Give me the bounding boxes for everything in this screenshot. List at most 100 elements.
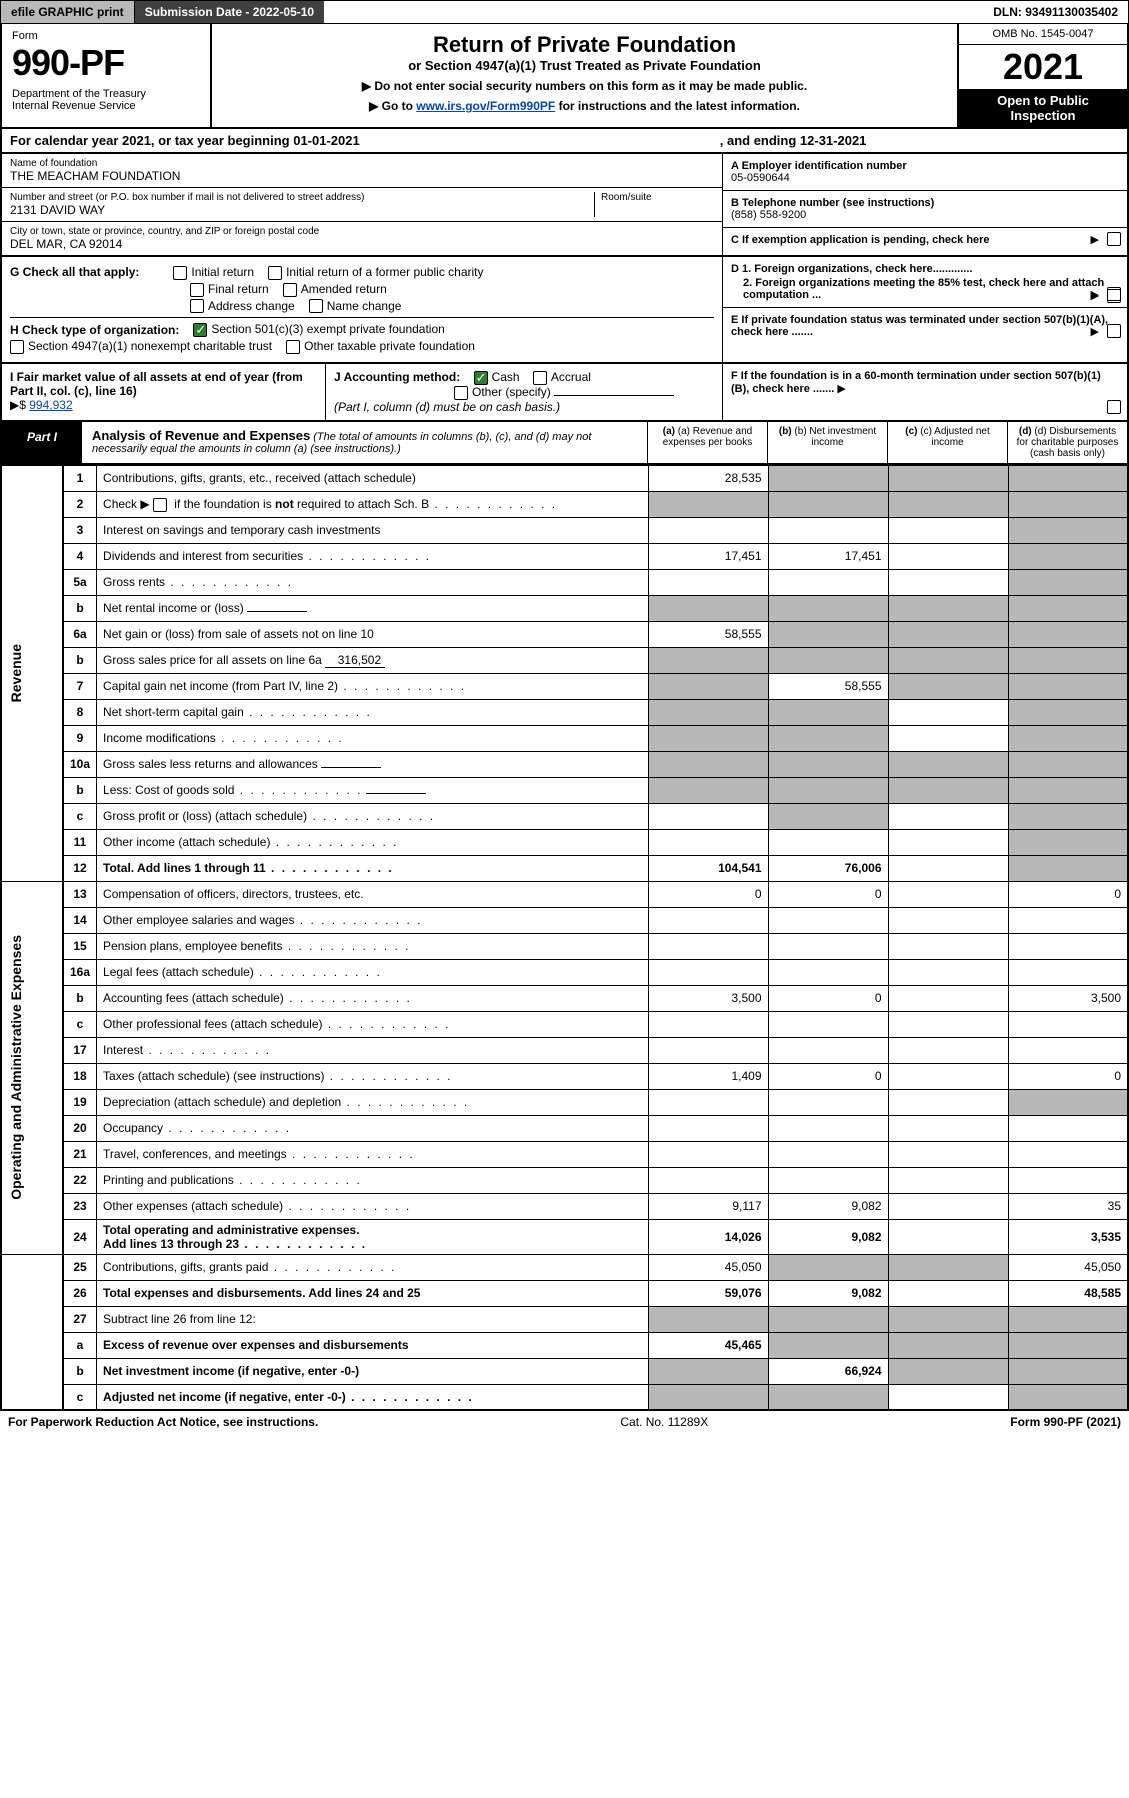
footer-catno: Cat. No. 11289X bbox=[620, 1415, 708, 1429]
part1-tab: Part I bbox=[2, 422, 82, 463]
name-change-label: Name change bbox=[327, 299, 402, 313]
table-row: cAdjusted net income (if negative, enter… bbox=[1, 1384, 1128, 1410]
accrual-label: Accrual bbox=[551, 370, 591, 384]
table-row: bGross sales price for all assets on lin… bbox=[1, 647, 1128, 673]
e-label: E If private foundation status was termi… bbox=[731, 314, 1108, 338]
table-row: 10aGross sales less returns and allowanc… bbox=[1, 751, 1128, 777]
d1-label: D 1. Foreign organizations, check here..… bbox=[731, 263, 972, 275]
table-row: 15Pension plans, employee benefits bbox=[1, 933, 1128, 959]
form-note-link: ▶ Go to www.irs.gov/Form990PF for instru… bbox=[228, 99, 941, 113]
final-return-label: Final return bbox=[208, 282, 269, 296]
table-row: bNet investment income (if negative, ent… bbox=[1, 1358, 1128, 1384]
expenses-side-label: Operating and Administrative Expenses bbox=[8, 935, 24, 1200]
f-checkbox[interactable] bbox=[1107, 400, 1121, 414]
form-title: Return of Private Foundation bbox=[228, 32, 941, 58]
col-c-header: (c) (c) Adjusted net income bbox=[887, 422, 1007, 463]
table-row: 19Depreciation (attach schedule) and dep… bbox=[1, 1089, 1128, 1115]
cash-label: Cash bbox=[492, 370, 520, 384]
initial-return-label: Initial return bbox=[191, 265, 254, 279]
initial-return-checkbox[interactable] bbox=[173, 266, 187, 280]
501c3-checkbox[interactable] bbox=[193, 323, 207, 337]
form-number: 990-PF bbox=[12, 42, 200, 84]
amended-return-label: Amended return bbox=[301, 282, 387, 296]
table-row: 16aLegal fees (attach schedule) bbox=[1, 959, 1128, 985]
accrual-checkbox[interactable] bbox=[533, 371, 547, 385]
table-row: 20Occupancy bbox=[1, 1115, 1128, 1141]
dln-label: DLN: 93491130035402 bbox=[983, 1, 1128, 23]
col-a-header: (a) (a) Revenue and expenses per books bbox=[647, 422, 767, 463]
schb-checkbox[interactable] bbox=[153, 498, 167, 512]
main-table: Revenue 1Contributions, gifts, grants, e… bbox=[0, 465, 1129, 1412]
col-d-header: (d) (d) Disbursements for charitable pur… bbox=[1007, 422, 1127, 463]
other-taxable-label: Other taxable private foundation bbox=[304, 339, 475, 353]
top-bar: efile GRAPHIC print Submission Date - 20… bbox=[0, 0, 1129, 24]
address-change-checkbox[interactable] bbox=[190, 299, 204, 313]
table-row: 8Net short-term capital gain bbox=[1, 699, 1128, 725]
table-row: 2Check ▶ if the foundation is not requir… bbox=[1, 491, 1128, 517]
final-return-checkbox[interactable] bbox=[190, 283, 204, 297]
city-value: DEL MAR, CA 92014 bbox=[10, 237, 714, 251]
department-label: Department of the Treasury Internal Reve… bbox=[12, 88, 200, 112]
4947-checkbox[interactable] bbox=[10, 340, 24, 354]
table-row: aExcess of revenue over expenses and dis… bbox=[1, 1332, 1128, 1358]
section-ijf: I Fair market value of all assets at end… bbox=[0, 364, 1129, 422]
phone-label: B Telephone number (see instructions) bbox=[731, 197, 934, 209]
table-row: cOther professional fees (attach schedul… bbox=[1, 1011, 1128, 1037]
efile-print-button[interactable]: efile GRAPHIC print bbox=[1, 1, 135, 23]
e-checkbox[interactable] bbox=[1107, 324, 1121, 338]
amended-return-checkbox[interactable] bbox=[283, 283, 297, 297]
table-row: 22Printing and publications bbox=[1, 1167, 1128, 1193]
tax-year: 2021 bbox=[959, 45, 1127, 89]
initial-former-label: Initial return of a former public charit… bbox=[286, 265, 483, 279]
part1-title: Analysis of Revenue and Expenses bbox=[92, 428, 310, 443]
table-row: Operating and Administrative Expenses 13… bbox=[1, 881, 1128, 907]
table-row: 17Interest bbox=[1, 1037, 1128, 1063]
form-header: Form 990-PF Department of the Treasury I… bbox=[0, 24, 1129, 129]
h-label: H Check type of organization: bbox=[10, 323, 179, 337]
table-row: 27Subtract line 26 from line 12: bbox=[1, 1306, 1128, 1332]
cy-end: , and ending 12-31-2021 bbox=[720, 133, 1119, 148]
name-change-checkbox[interactable] bbox=[309, 299, 323, 313]
table-row: 25Contributions, gifts, grants paid45,05… bbox=[1, 1254, 1128, 1280]
table-row: bNet rental income or (loss) bbox=[1, 595, 1128, 621]
table-row: bAccounting fees (attach schedule)3,5000… bbox=[1, 985, 1128, 1011]
cash-checkbox[interactable] bbox=[474, 371, 488, 385]
table-row: 23Other expenses (attach schedule)9,1179… bbox=[1, 1193, 1128, 1219]
f-label: F If the foundation is in a 60-month ter… bbox=[731, 370, 1101, 395]
d2-label: 2. Foreign organizations meeting the 85%… bbox=[743, 277, 1119, 301]
501c3-label: Section 501(c)(3) exempt private foundat… bbox=[211, 322, 444, 336]
submission-date: Submission Date - 2022-05-10 bbox=[135, 1, 324, 23]
section-g: G Check all that apply: Initial return I… bbox=[0, 257, 1129, 364]
4947-label: Section 4947(a)(1) nonexempt charitable … bbox=[28, 339, 272, 353]
page-footer: For Paperwork Reduction Act Notice, see … bbox=[0, 1411, 1129, 1433]
identity-block: Name of foundation THE MEACHAM FOUNDATIO… bbox=[0, 154, 1129, 257]
irs-link[interactable]: www.irs.gov/Form990PF bbox=[416, 99, 555, 113]
exemption-checkbox[interactable] bbox=[1107, 232, 1121, 246]
address-label: Number and street (or P.O. box number if… bbox=[10, 192, 594, 203]
ein-value: 05-0590644 bbox=[731, 172, 790, 184]
city-label: City or town, state or province, country… bbox=[10, 226, 714, 237]
other-taxable-checkbox[interactable] bbox=[286, 340, 300, 354]
table-row: 24Total operating and administrative exp… bbox=[1, 1219, 1128, 1254]
table-row: cGross profit or (loss) (attach schedule… bbox=[1, 803, 1128, 829]
room-label: Room/suite bbox=[601, 192, 714, 203]
d2-checkbox[interactable] bbox=[1107, 289, 1121, 303]
table-row: 12Total. Add lines 1 through 11104,54176… bbox=[1, 855, 1128, 881]
form-label: Form bbox=[12, 30, 200, 42]
part1-header: Part I Analysis of Revenue and Expenses … bbox=[0, 422, 1129, 465]
form-subtitle: or Section 4947(a)(1) Trust Treated as P… bbox=[228, 58, 941, 73]
initial-former-checkbox[interactable] bbox=[268, 266, 282, 280]
footer-left: For Paperwork Reduction Act Notice, see … bbox=[8, 1415, 318, 1429]
table-row: 9Income modifications bbox=[1, 725, 1128, 751]
g-label: G Check all that apply: bbox=[10, 265, 139, 279]
other-method-checkbox[interactable] bbox=[454, 386, 468, 400]
other-method-label: Other (specify) bbox=[472, 385, 551, 399]
address-value: 2131 DAVID WAY bbox=[10, 203, 594, 217]
table-row: bLess: Cost of goods sold bbox=[1, 777, 1128, 803]
j-note: (Part I, column (d) must be on cash basi… bbox=[334, 400, 560, 414]
table-row: 3Interest on savings and temporary cash … bbox=[1, 517, 1128, 543]
cy-begin: For calendar year 2021, or tax year begi… bbox=[10, 133, 720, 148]
table-row: 18Taxes (attach schedule) (see instructi… bbox=[1, 1063, 1128, 1089]
table-row: 21Travel, conferences, and meetings bbox=[1, 1141, 1128, 1167]
omb-number: OMB No. 1545-0047 bbox=[959, 24, 1127, 45]
